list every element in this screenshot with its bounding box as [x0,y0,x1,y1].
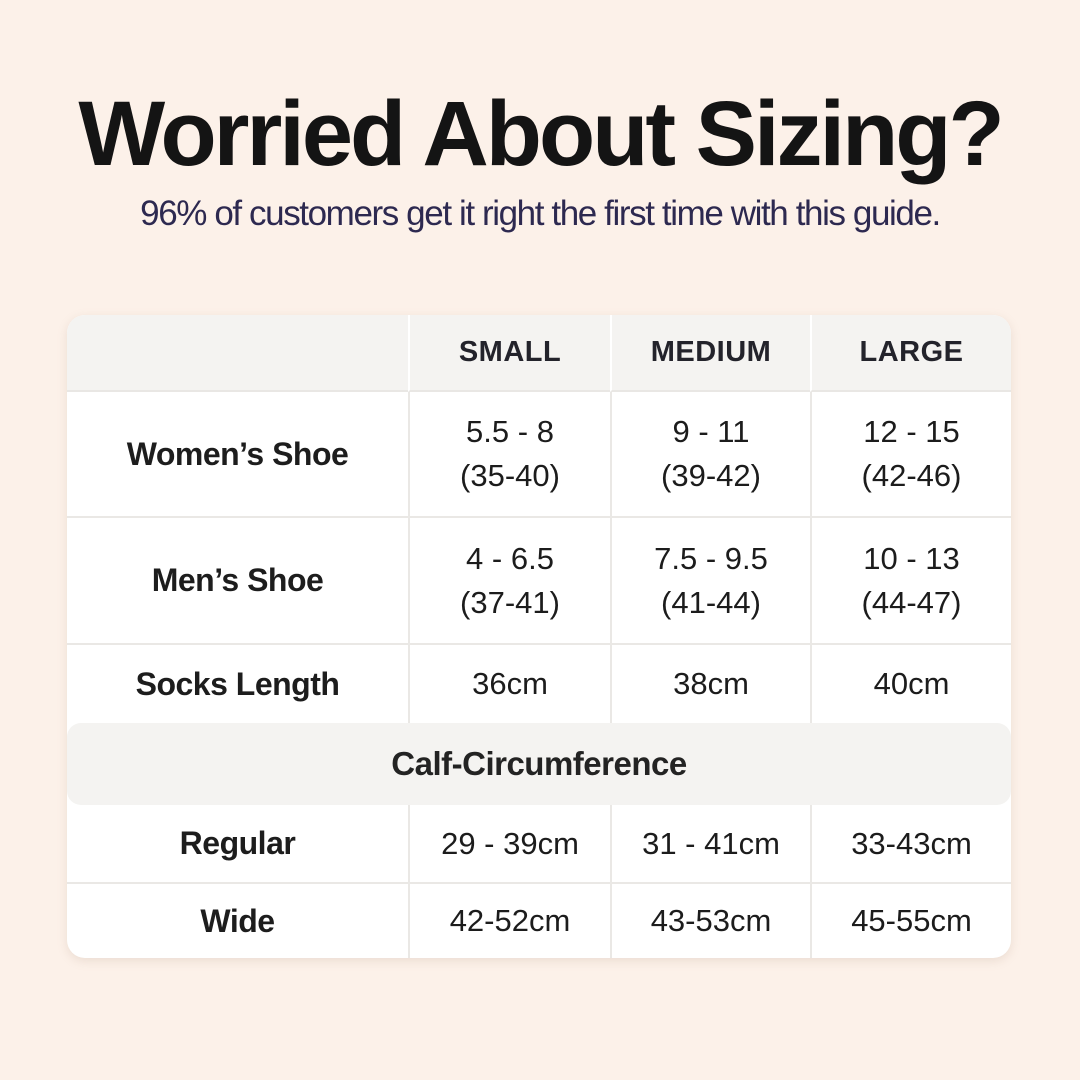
cell-value: 43-53cm [650,903,772,938]
table-cell: 29 - 39cm [408,805,610,884]
table-cell: 7.5 - 9.5 (41-44) [610,518,810,645]
cell-value: 33-43cm [851,825,972,861]
socks-length-label: Socks Length [135,665,340,702]
cell-value: 4 - 6.5 [466,540,554,576]
regular-label: Regular [179,825,296,861]
table-row-label: Women’s Shoe [67,392,408,518]
table-cell: 43-53cm [610,884,810,958]
header-medium: MEDIUM [610,315,810,392]
table-cell: 38cm [610,645,810,723]
cell-value: 38cm [673,666,749,701]
table-cell: 9 - 11 (39-42) [610,392,810,518]
table-cell: 31 - 41cm [610,805,810,884]
table-row-label: Men’s Shoe [67,518,408,645]
cell-value: 7.5 - 9.5 [654,540,768,576]
calf-circumference-section: Calf-Circumference [67,723,1011,805]
cell-value: (37-41) [460,584,560,620]
page-subtitle: 96% of customers get it right the first … [140,193,941,233]
page-title: Worried About Sizing? [78,83,1004,185]
calf-circumference-title: Calf-Circumference [391,745,687,782]
cell-value: 5.5 - 8 [466,414,554,449]
cell-value: 31 - 41cm [642,825,780,861]
cell-value: (35-40) [460,458,560,493]
table-cell: 36cm [408,645,610,723]
cell-value: 45-55cm [851,903,972,938]
table-cell: 10 - 13 (44-47) [810,518,1011,645]
cell-value: 29 - 39cm [441,825,579,861]
cell-value: 9 - 11 [672,414,750,449]
womens-shoe-label: Women’s Shoe [126,435,349,472]
cell-value: (41-44) [661,584,761,620]
table-row-label: Socks Length [67,645,408,723]
cell-value: 40cm [873,666,950,701]
cell-value: 12 - 15 [863,414,960,449]
table-row-label: Wide [67,884,408,958]
header-corner-cell [67,315,408,392]
table-cell: 33-43cm [810,805,1011,884]
cell-value: (42-46) [861,458,962,493]
table-cell: 40cm [810,645,1011,723]
cell-value: 10 - 13 [863,540,960,576]
cell-value: 42-52cm [449,903,571,938]
header-large: LARGE [810,315,1011,392]
header-small: SMALL [408,315,610,392]
hero-section: Worried About Sizing? 96% of customers g… [0,0,1080,234]
wide-label: Wide [200,902,275,939]
cell-value: (39-42) [661,458,761,493]
cell-value: (44-47) [861,584,962,620]
table-cell: 45-55cm [810,884,1011,958]
table-cell: 4 - 6.5 (37-41) [408,518,610,645]
mens-shoe-label: Men’s Shoe [151,562,324,598]
table-cell: 5.5 - 8 (35-40) [408,392,610,518]
table-cell: 42-52cm [408,884,610,958]
table-row-label: Regular [67,805,408,884]
table-cell: 12 - 15 (42-46) [810,392,1011,518]
cell-value: 36cm [472,666,548,701]
size-guide-table: SMALL MEDIUM LARGE Women’s Shoe 5.5 - 8 … [67,315,1011,958]
